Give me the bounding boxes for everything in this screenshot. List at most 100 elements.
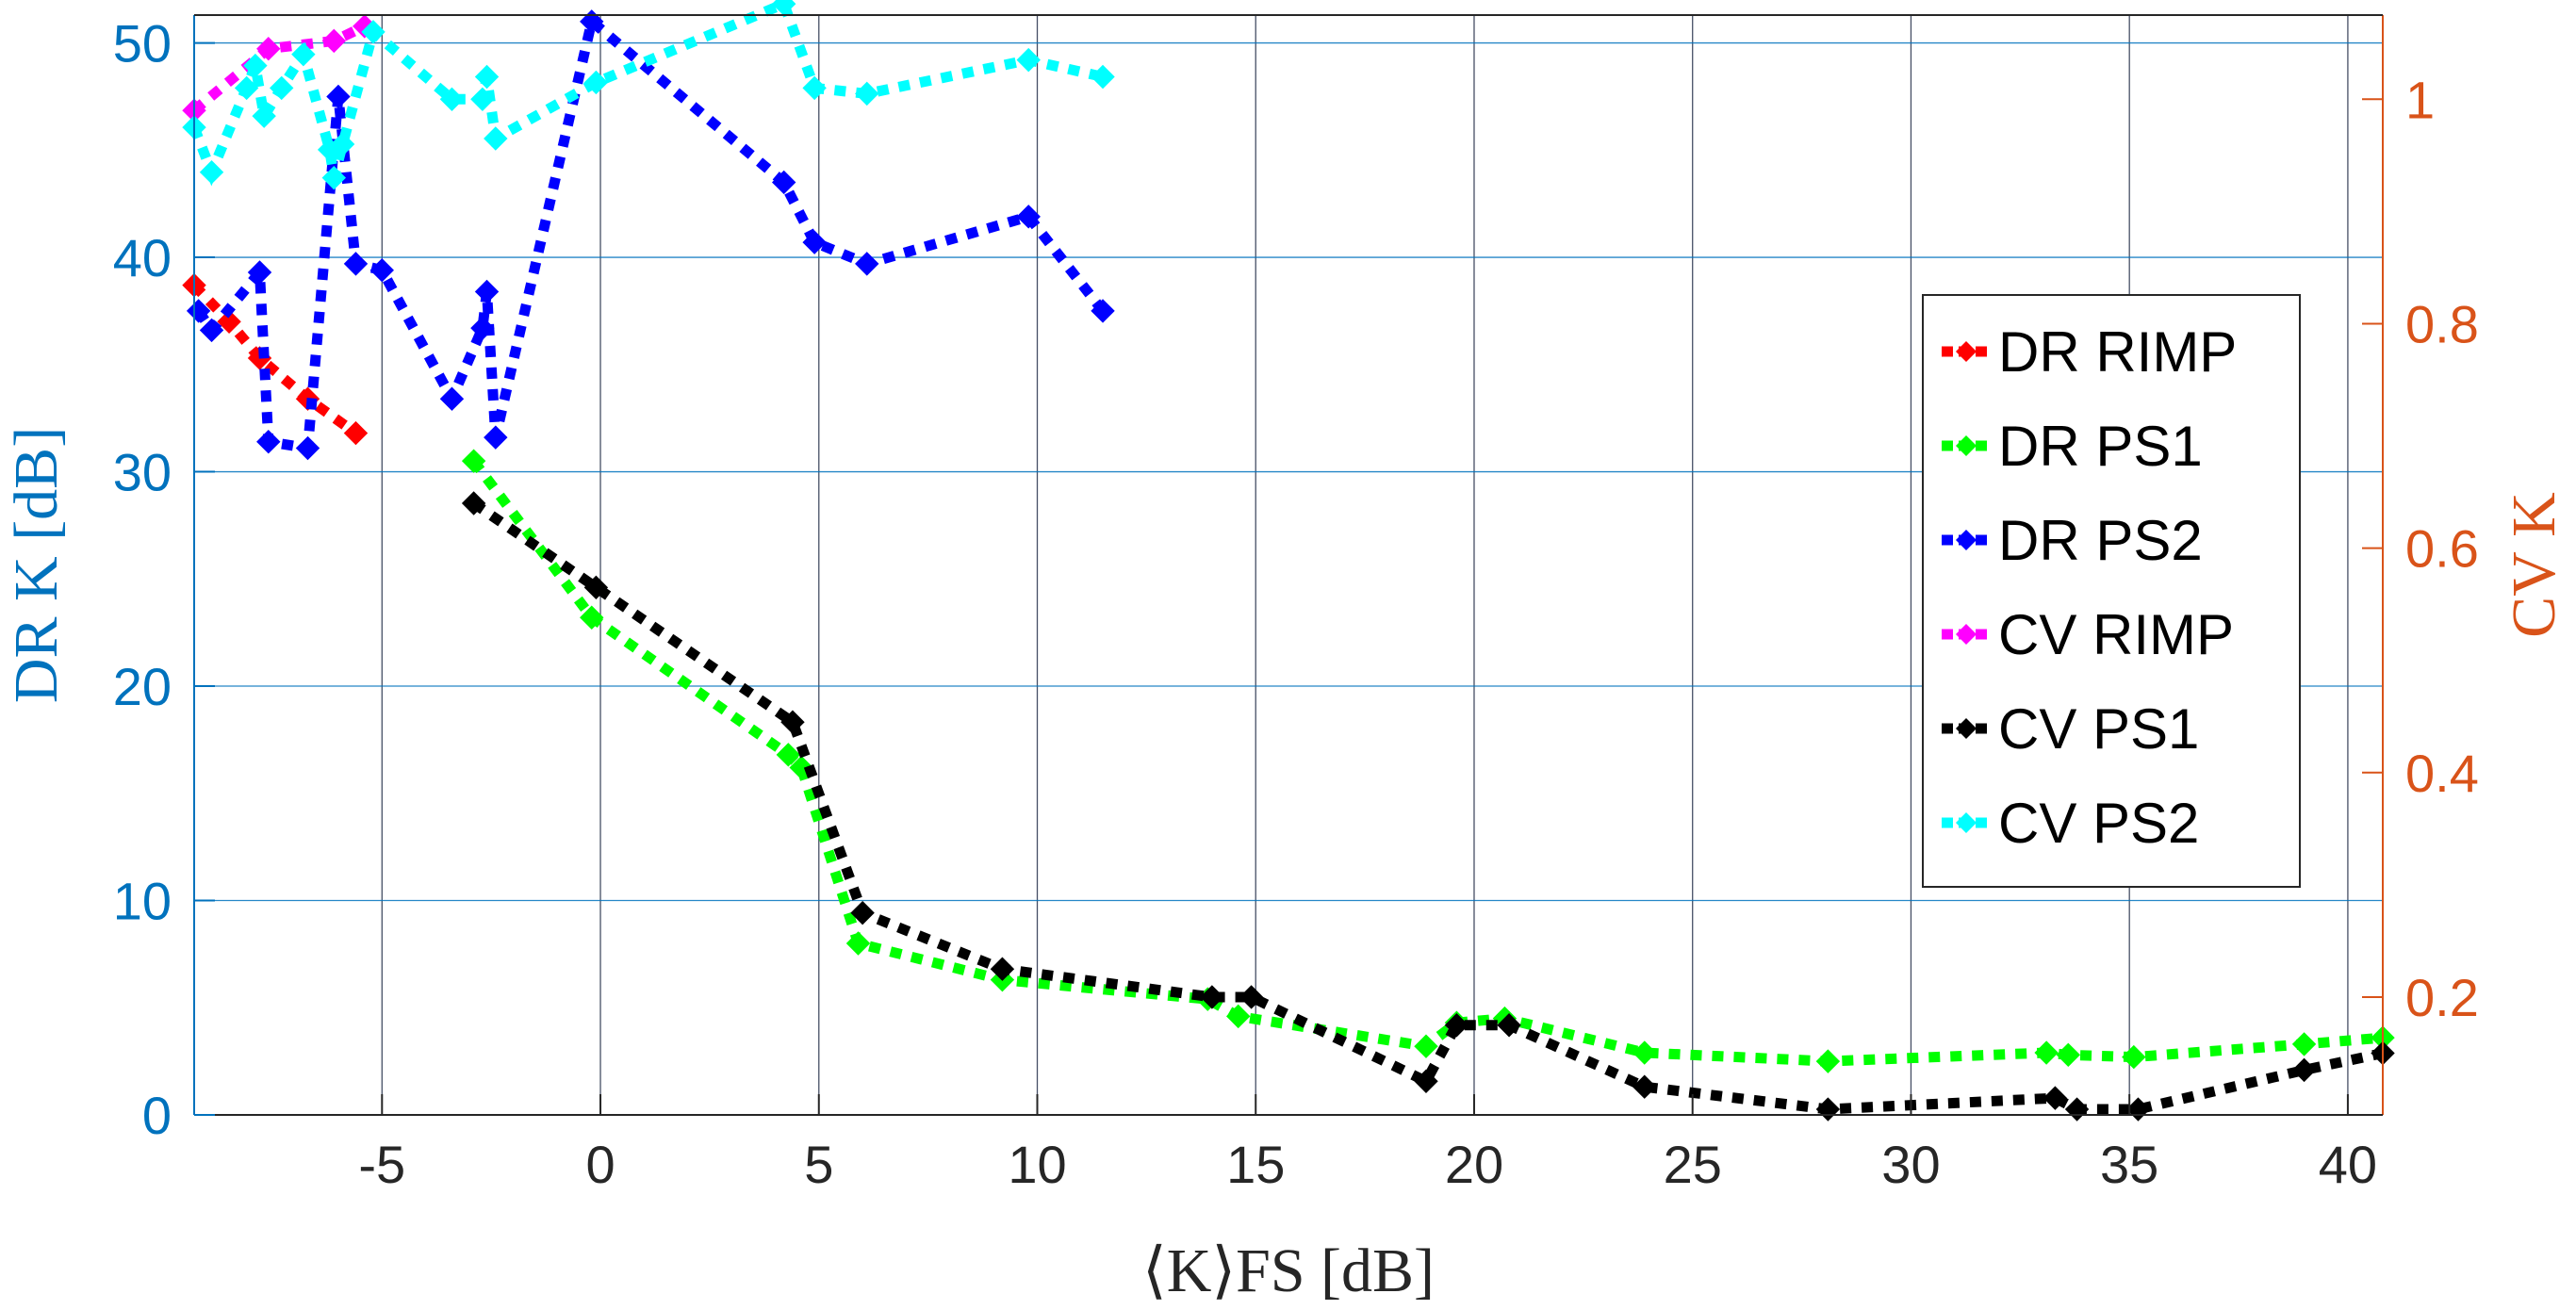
data-point xyxy=(583,70,609,95)
data-point xyxy=(439,386,465,411)
data-point xyxy=(2064,1097,2090,1122)
data-point xyxy=(771,170,796,195)
data-point xyxy=(256,429,281,454)
data-point xyxy=(295,435,320,461)
legend-item: DR PS1 xyxy=(1942,415,2203,478)
data-point xyxy=(243,53,268,78)
data-point xyxy=(845,931,871,956)
data-point xyxy=(1016,47,1041,73)
series-line xyxy=(469,457,2384,1067)
legend-label: CV RIMP xyxy=(1998,603,2234,666)
data-point xyxy=(2034,1040,2059,1065)
data-point xyxy=(474,279,500,304)
data-point xyxy=(855,81,879,106)
x-tick-label: 20 xyxy=(1445,1135,1503,1194)
data-point xyxy=(256,37,281,61)
data-point xyxy=(439,87,465,112)
y-right-tick-label: 0.6 xyxy=(2405,519,2479,579)
data-point xyxy=(247,260,272,285)
data-point xyxy=(1016,205,1041,229)
data-point xyxy=(1815,1049,1841,1073)
y-right-tick-label: 0.4 xyxy=(2405,744,2479,803)
data-point xyxy=(802,230,827,254)
y-right-tick-label: 0.8 xyxy=(2405,294,2479,353)
data-point xyxy=(1239,985,1264,1009)
legend: DR RIMP DR PS1 DR PS2 CV RIMP CV PS1 CV PS2 xyxy=(1922,294,2301,888)
data-point xyxy=(1444,1013,1469,1038)
series-dr-ps2 xyxy=(186,9,1115,461)
data-point xyxy=(461,449,486,473)
y-left-tick-label: 50 xyxy=(113,14,172,74)
data-point xyxy=(234,75,259,101)
data-point xyxy=(470,316,495,340)
data-point xyxy=(1091,64,1115,90)
data-point xyxy=(802,75,827,101)
data-point xyxy=(2291,1032,2317,1056)
series-line xyxy=(190,21,368,115)
data-point xyxy=(780,710,805,734)
legend-marker xyxy=(1956,435,1977,456)
data-point xyxy=(361,20,386,44)
legend-item: DR RIMP xyxy=(1942,320,2237,384)
legend-marker xyxy=(1956,812,1977,833)
legend-marker xyxy=(1956,341,1977,362)
data-point xyxy=(2291,1057,2317,1083)
data-point xyxy=(1633,1040,1657,1065)
series-layer xyxy=(182,0,2395,1122)
x-tick-label: 0 xyxy=(585,1135,615,1194)
legend-marker xyxy=(1956,530,1977,550)
data-point xyxy=(1497,1013,1521,1038)
data-point xyxy=(326,84,351,109)
data-point xyxy=(2056,1042,2081,1068)
legend-label: DR RIMP xyxy=(1998,320,2237,384)
x-tick-label: 15 xyxy=(1226,1135,1285,1194)
legend-marker xyxy=(1956,718,1977,739)
data-point xyxy=(1225,1004,1251,1029)
data-point xyxy=(1091,299,1115,323)
series-line xyxy=(470,499,2385,1115)
data-point xyxy=(855,252,879,276)
data-point xyxy=(484,126,508,151)
data-point xyxy=(2043,1086,2068,1110)
data-point xyxy=(776,743,801,767)
data-point xyxy=(474,64,500,90)
data-point xyxy=(1200,985,1224,1009)
data-point xyxy=(217,309,241,335)
y-right-axis-label: CV K xyxy=(2500,492,2568,638)
data-point xyxy=(470,87,495,112)
data-point xyxy=(269,75,294,101)
data-point xyxy=(199,160,224,185)
data-point xyxy=(321,165,347,190)
data-point xyxy=(1633,1074,1657,1099)
x-tick-label: -5 xyxy=(358,1135,405,1194)
series-line xyxy=(194,11,1108,454)
y-left-tick-label: 30 xyxy=(113,443,172,502)
data-point xyxy=(461,491,486,516)
data-point xyxy=(1815,1097,1841,1122)
data-point xyxy=(330,132,355,156)
data-point xyxy=(369,258,395,283)
series-line xyxy=(190,281,359,438)
x-axis-label: ⟨K⟩FS [dB] xyxy=(1142,1236,1435,1305)
data-point xyxy=(583,575,609,600)
legend-item: CV PS1 xyxy=(1942,697,2199,761)
legend-marker xyxy=(1956,624,1977,645)
data-point xyxy=(484,425,508,450)
y-left-tick-label: 0 xyxy=(142,1086,172,1145)
data-point xyxy=(199,318,224,343)
legend-item: DR PS2 xyxy=(1942,509,2203,572)
y-left-tick-label: 40 xyxy=(113,228,172,287)
data-point xyxy=(343,420,369,446)
y-left-tick-label: 20 xyxy=(113,657,172,716)
x-tick-label: 25 xyxy=(1664,1135,1722,1194)
legend-item: CV RIMP xyxy=(1942,603,2234,666)
data-point xyxy=(580,605,604,630)
y-left-tick-label: 10 xyxy=(113,872,172,931)
data-point xyxy=(321,28,347,54)
x-tick-label: 10 xyxy=(1008,1135,1066,1194)
data-point xyxy=(1414,1069,1438,1093)
legend-box xyxy=(1922,294,2301,888)
data-point xyxy=(1414,1034,1438,1058)
data-point xyxy=(990,957,1015,981)
